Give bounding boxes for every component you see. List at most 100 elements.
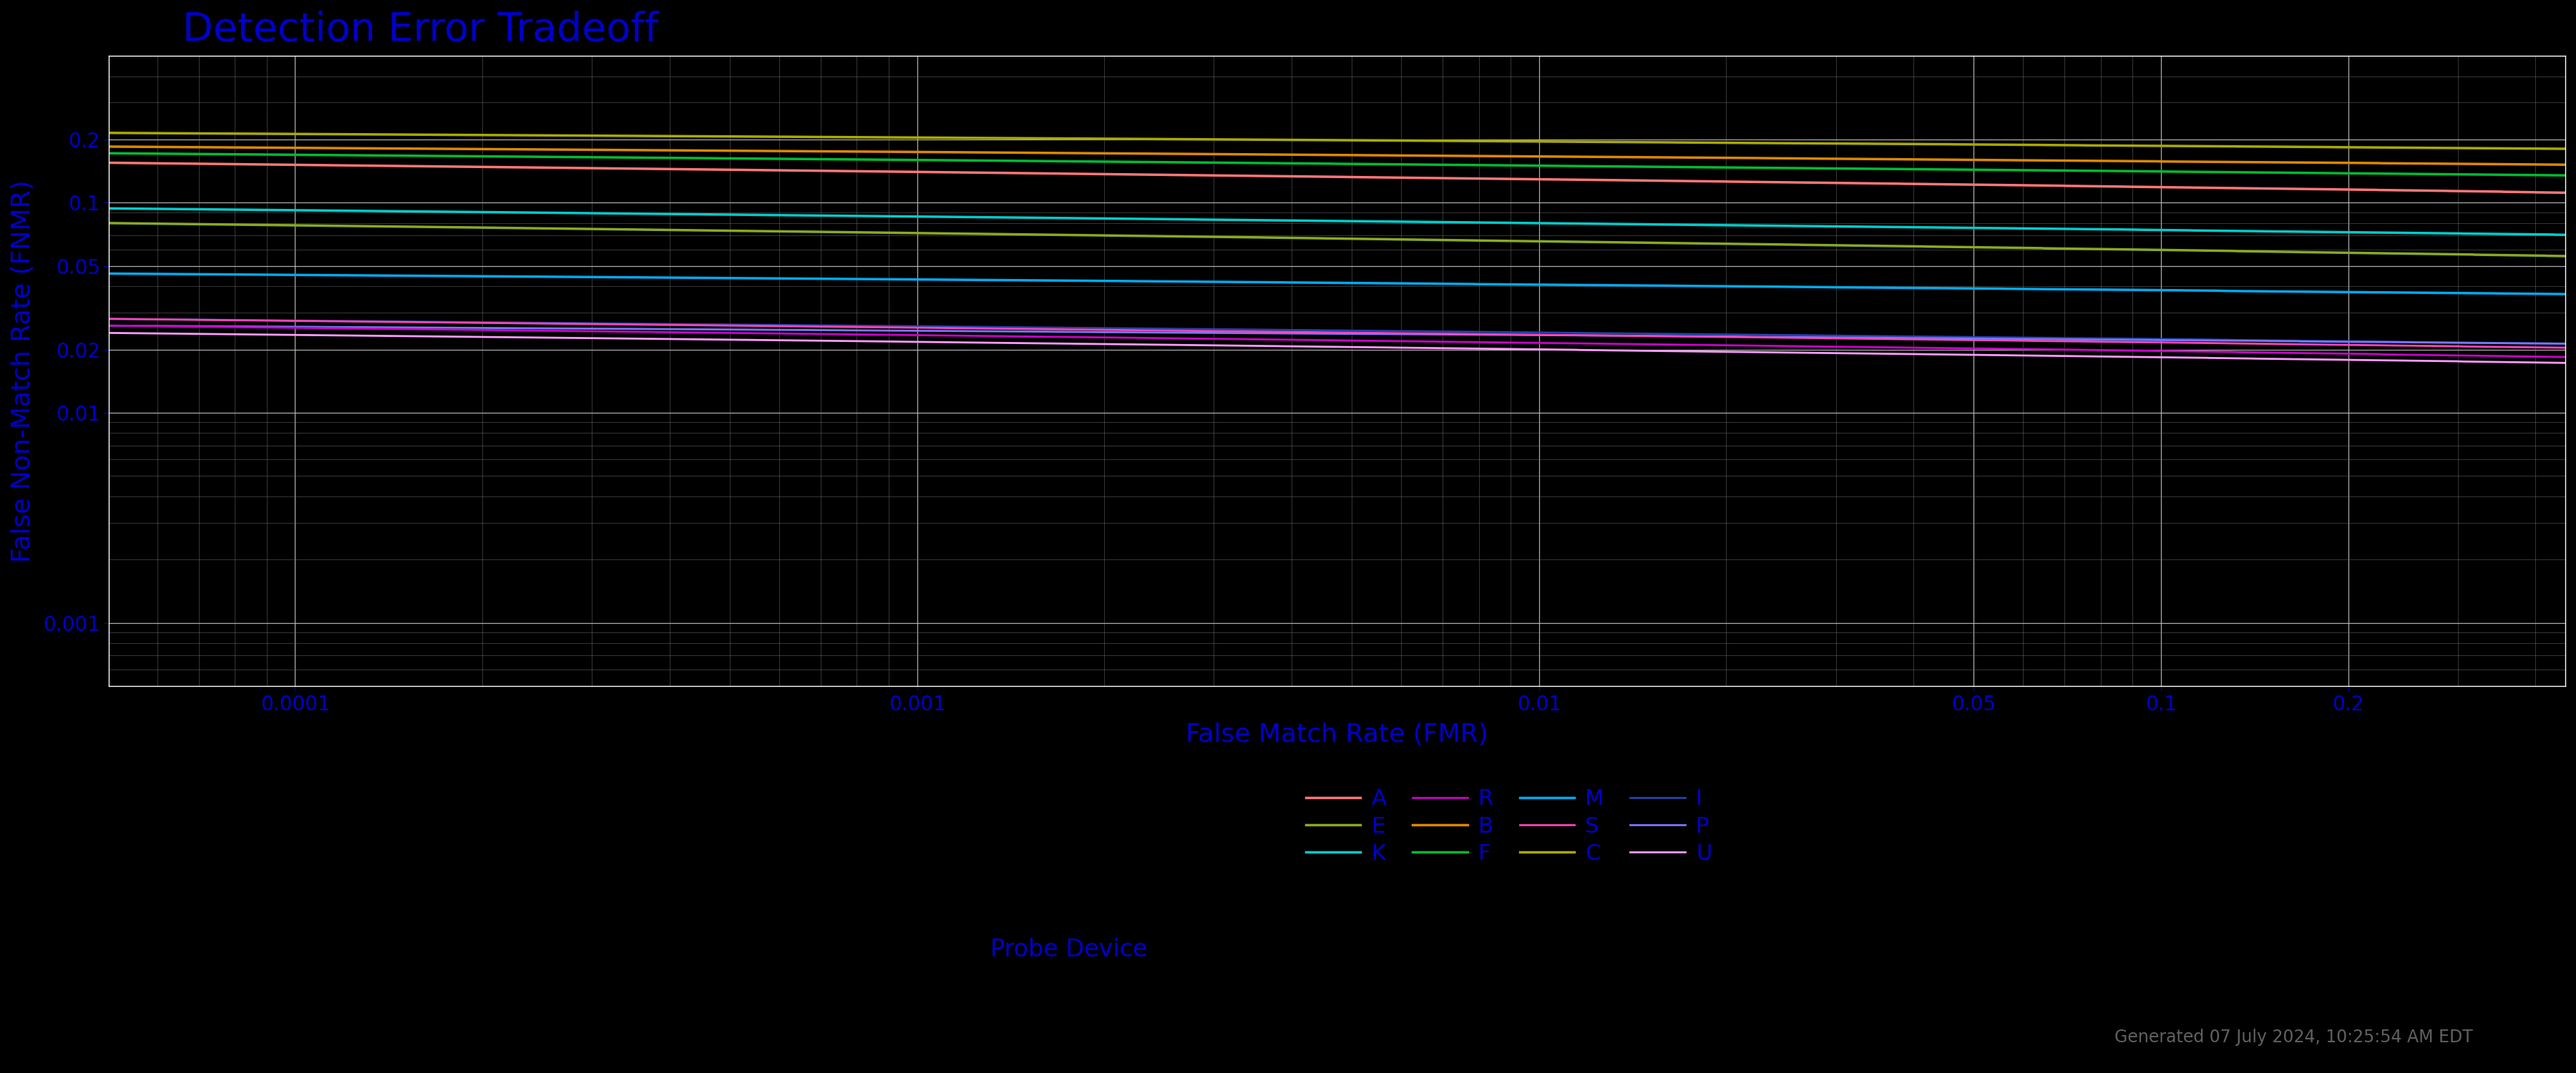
U [93, 326, 124, 339]
U [2568, 356, 2576, 369]
R [1296, 334, 1327, 347]
B [2496, 158, 2527, 171]
U [1231, 339, 1262, 352]
A [1231, 170, 1262, 182]
R [93, 319, 124, 332]
S [93, 312, 124, 325]
R [2496, 350, 2527, 363]
Text: Detection Error Tradeoff: Detection Error Tradeoff [183, 11, 659, 49]
Line: R: R [108, 325, 2576, 357]
B [1296, 148, 1327, 161]
A [2496, 186, 2527, 199]
C [2496, 142, 2527, 155]
S [1296, 326, 1327, 339]
Y-axis label: False Non-Match Rate (FNMR): False Non-Match Rate (FNMR) [10, 179, 36, 562]
E [2496, 249, 2527, 262]
E [2496, 249, 2527, 262]
F [2496, 168, 2527, 181]
I [1231, 323, 1262, 336]
Line: B: B [108, 147, 2576, 165]
I [2043, 332, 2074, 344]
R [2496, 350, 2527, 363]
M [2043, 283, 2074, 296]
M [1296, 276, 1327, 289]
B [2496, 158, 2527, 171]
S [2496, 340, 2527, 353]
Line: A: A [108, 163, 2576, 193]
I [1296, 324, 1327, 337]
F [2568, 170, 2576, 182]
A [2043, 179, 2074, 192]
K [2568, 229, 2576, 241]
A [219, 158, 250, 171]
P [219, 320, 250, 333]
M [93, 267, 124, 280]
Line: S: S [108, 319, 2576, 348]
Line: E: E [108, 223, 2576, 256]
C [2043, 138, 2074, 151]
C [1231, 133, 1262, 146]
K [1231, 214, 1262, 226]
E [2043, 242, 2074, 255]
S [219, 313, 250, 326]
R [2043, 343, 2074, 356]
B [219, 141, 250, 153]
Line: K: K [108, 208, 2576, 235]
E [219, 218, 250, 231]
S [2043, 335, 2074, 348]
C [2568, 143, 2576, 156]
F [1231, 157, 1262, 170]
E [2568, 250, 2576, 263]
C [93, 127, 124, 139]
E [93, 217, 124, 230]
F [93, 147, 124, 160]
Line: I: I [108, 319, 2576, 344]
I [2496, 337, 2527, 350]
P [2043, 333, 2074, 346]
K [1296, 215, 1327, 227]
P [2568, 337, 2576, 350]
Line: M: M [108, 274, 2576, 294]
P [2496, 337, 2527, 350]
Line: F: F [108, 153, 2576, 176]
K [2496, 227, 2527, 240]
M [1231, 276, 1262, 289]
U [1296, 340, 1327, 353]
F [2496, 168, 2527, 181]
S [2496, 340, 2527, 353]
P [1296, 327, 1327, 340]
A [93, 157, 124, 170]
U [2043, 350, 2074, 363]
U [2496, 356, 2527, 369]
K [2496, 227, 2527, 240]
K [2043, 222, 2074, 235]
I [219, 313, 250, 326]
F [2043, 164, 2074, 177]
M [2568, 288, 2576, 300]
F [1296, 157, 1327, 170]
R [2568, 351, 2576, 364]
K [219, 203, 250, 216]
Line: C: C [108, 133, 2576, 149]
Line: U: U [108, 333, 2576, 363]
B [93, 141, 124, 153]
M [2496, 288, 2527, 300]
F [219, 148, 250, 161]
A [2568, 187, 2576, 200]
Line: P: P [108, 325, 2576, 343]
S [1231, 325, 1262, 338]
I [2568, 338, 2576, 351]
R [219, 321, 250, 334]
C [2496, 142, 2527, 155]
E [1296, 232, 1327, 245]
I [2496, 337, 2527, 350]
P [93, 319, 124, 332]
B [2568, 159, 2576, 172]
Text: Generated 07 July 2024, 10:25:54 AM EDT: Generated 07 July 2024, 10:25:54 AM EDT [2115, 1029, 2473, 1046]
R [1231, 333, 1262, 346]
K [93, 202, 124, 215]
M [2496, 288, 2527, 300]
Legend: A, E, K, R, B, F, M, S, C, I, P, U: A, E, K, R, B, F, M, S, C, I, P, U [1306, 789, 1713, 864]
U [219, 328, 250, 341]
C [219, 127, 250, 139]
